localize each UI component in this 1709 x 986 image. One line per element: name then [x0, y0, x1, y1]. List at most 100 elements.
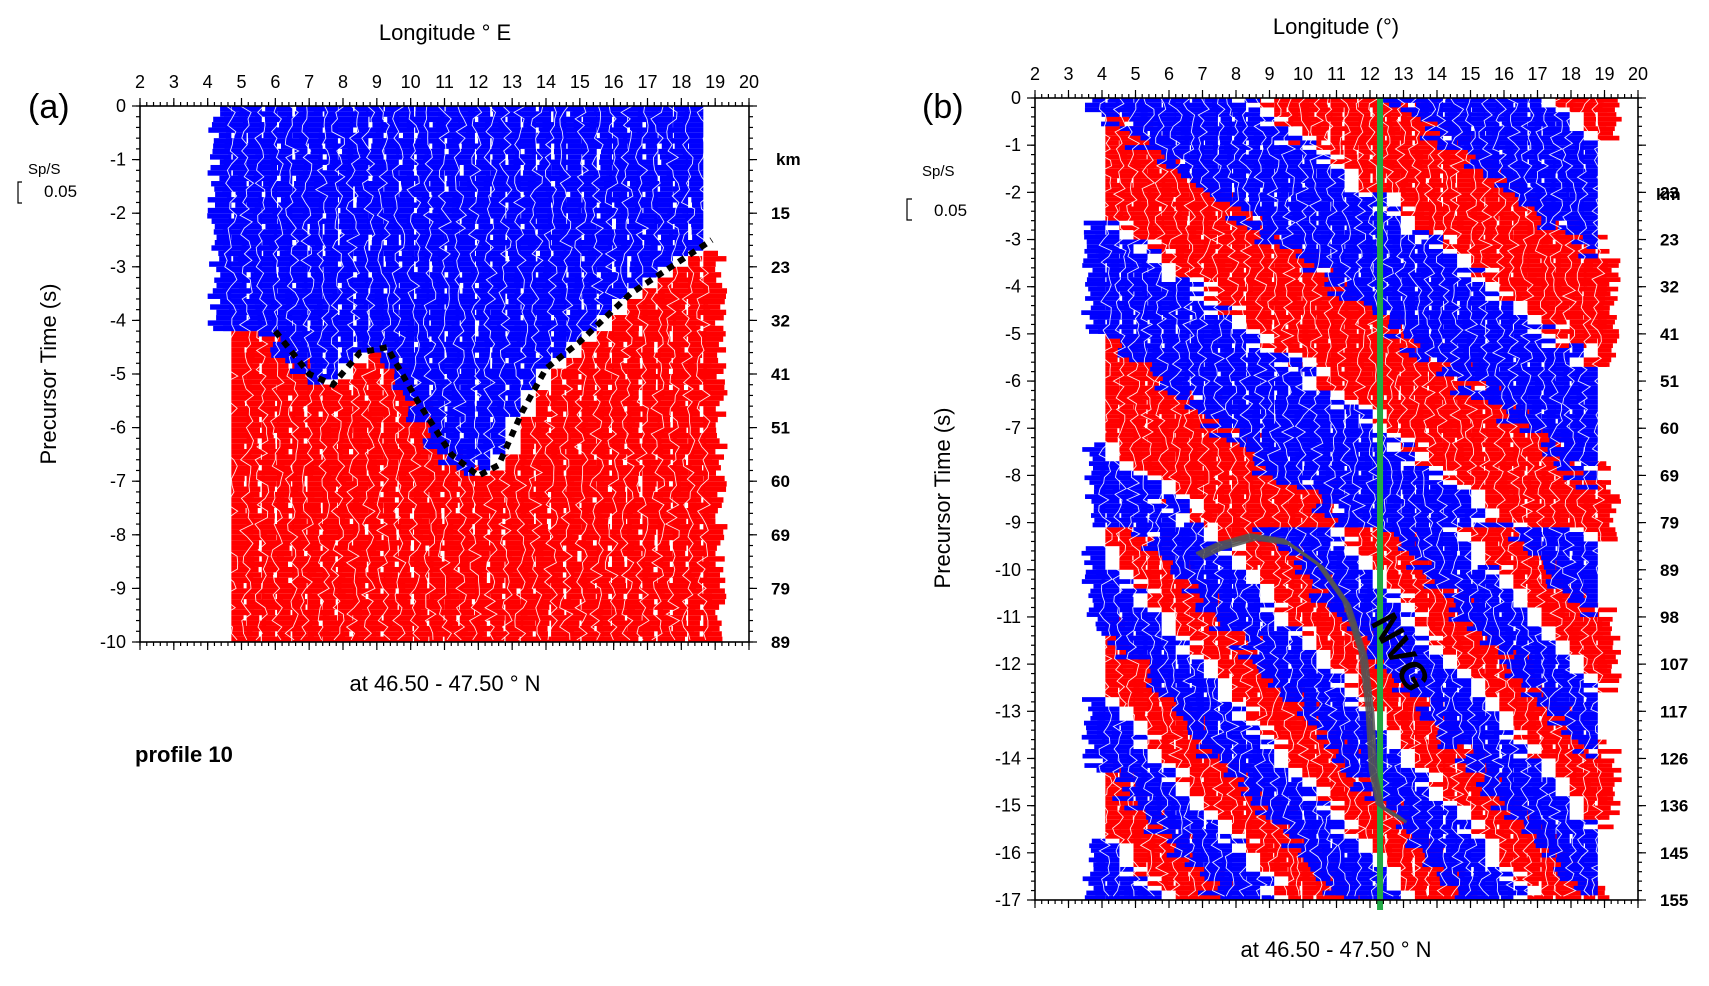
- y-tick-label: -3: [110, 257, 126, 277]
- x-tick-label: 11: [1327, 64, 1346, 84]
- x-tick-label: 4: [1097, 64, 1107, 84]
- panel-a-label: (a): [28, 88, 70, 126]
- y-tick-label: -6: [1005, 371, 1021, 391]
- y-tick-label: -11: [996, 607, 1021, 627]
- x-tick-label: 13: [1393, 64, 1413, 84]
- x-tick-label: 20: [739, 72, 759, 92]
- depth-tick-label: 79: [1660, 514, 1679, 533]
- x-tick-label: 9: [1264, 64, 1274, 84]
- y-tick-label: -1: [1005, 135, 1021, 155]
- x-tick-label: 8: [1231, 64, 1241, 84]
- y-tick-label: -4: [1005, 277, 1021, 297]
- panel-a-bottom-caption: at 46.50 - 47.50 ° N: [349, 671, 540, 696]
- panel-a-scale-value: 0.05: [44, 182, 77, 201]
- y-tick-label: -17: [995, 890, 1021, 910]
- panel-b-scale-bracket: [907, 199, 912, 220]
- y-tick-label: -8: [1005, 465, 1021, 485]
- y-tick-label: -13: [995, 701, 1021, 721]
- depth-tick-label: 69: [771, 526, 790, 545]
- x-tick-label: 18: [1561, 64, 1581, 84]
- panel-a-scale-bracket: [18, 182, 22, 203]
- panel-b-top-axis-title: Longitude (°): [1273, 14, 1399, 39]
- y-tick-label: -7: [1005, 418, 1021, 438]
- x-tick-label: 18: [671, 72, 691, 92]
- y-tick-label: -3: [1005, 230, 1021, 250]
- y-tick-label: -1: [110, 150, 126, 170]
- panel-b-plot: [1081, 98, 1621, 910]
- y-tick-label: -9: [110, 578, 126, 598]
- x-tick-label: 7: [304, 72, 314, 92]
- x-tick-label: 6: [270, 72, 280, 92]
- panel-b-right-unit: km: [1656, 185, 1681, 204]
- y-tick-label: -5: [110, 364, 126, 384]
- y-tick-label: -9: [1005, 513, 1021, 533]
- panel-a-right-unit: km: [776, 150, 801, 169]
- x-tick-label: 20: [1628, 64, 1648, 84]
- x-tick-label: 13: [502, 72, 522, 92]
- panel-a-y-axis-title: Precursor Time (s): [36, 284, 61, 465]
- y-tick-label: -14: [995, 748, 1021, 768]
- y-tick-label: 0: [1011, 88, 1021, 108]
- depth-tick-label: 89: [771, 633, 790, 652]
- depth-tick-label: 15: [771, 204, 790, 223]
- x-tick-label: 3: [1063, 64, 1073, 84]
- depth-tick-label: 145: [1660, 844, 1688, 863]
- panel-b-scale-value: 0.05: [934, 201, 967, 220]
- x-tick-label: 8: [338, 72, 348, 92]
- x-tick-label: 14: [536, 72, 556, 92]
- depth-tick-label: 155: [1660, 891, 1688, 910]
- x-tick-label: 2: [1030, 64, 1040, 84]
- y-tick-label: -4: [110, 310, 126, 330]
- x-tick-label: 16: [1494, 64, 1514, 84]
- wiggle-area: [207, 106, 727, 647]
- y-tick-label: -10: [100, 632, 126, 652]
- x-tick-label: 19: [1594, 64, 1614, 84]
- depth-tick-label: 69: [1660, 466, 1679, 485]
- x-tick-label: 9: [372, 72, 382, 92]
- x-tick-label: 6: [1164, 64, 1174, 84]
- depth-tick-label: 136: [1660, 797, 1688, 816]
- x-tick-label: 7: [1197, 64, 1207, 84]
- depth-tick-label: 32: [1660, 278, 1679, 297]
- panel-a-plot: [207, 106, 727, 647]
- wiggle-area: [1081, 98, 1621, 905]
- depth-tick-label: 32: [771, 311, 790, 330]
- panel-b-scale-title: Sp/S: [922, 163, 955, 180]
- panel-a-profile-label: profile 10: [135, 742, 233, 767]
- x-tick-label: 5: [1130, 64, 1140, 84]
- y-tick-label: -5: [1005, 324, 1021, 344]
- panel-b-bottom-caption: at 46.50 - 47.50 ° N: [1240, 937, 1431, 962]
- x-tick-label: 4: [203, 72, 213, 92]
- depth-tick-label: 89: [1660, 561, 1679, 580]
- depth-tick-label: 107: [1660, 655, 1688, 674]
- x-tick-label: 3: [169, 72, 179, 92]
- panel-a-scale-title: Sp/S: [28, 161, 61, 178]
- y-tick-label: -12: [995, 654, 1021, 674]
- x-tick-label: 17: [1527, 64, 1547, 84]
- y-tick-label: -7: [110, 471, 126, 491]
- depth-tick-label: 79: [771, 579, 790, 598]
- x-tick-label: 15: [570, 72, 590, 92]
- y-tick-label: -16: [995, 843, 1021, 863]
- depth-tick-label: 23: [771, 258, 790, 277]
- panel-b-label: (b): [922, 88, 964, 126]
- y-tick-label: -2: [110, 203, 126, 223]
- x-tick-label: 19: [705, 72, 725, 92]
- depth-tick-label: 126: [1660, 749, 1688, 768]
- x-tick-label: 12: [1360, 64, 1380, 84]
- x-tick-label: 17: [637, 72, 657, 92]
- x-tick-label: 10: [1293, 64, 1313, 84]
- y-tick-label: -15: [995, 796, 1021, 816]
- depth-tick-label: 60: [1660, 419, 1679, 438]
- x-tick-label: 2: [135, 72, 145, 92]
- y-tick-label: -6: [110, 418, 126, 438]
- x-tick-label: 5: [236, 72, 246, 92]
- y-tick-label: -2: [1005, 182, 1021, 202]
- depth-tick-label: 51: [1660, 372, 1679, 391]
- panel-b-y-axis-title: Precursor Time (s): [930, 408, 955, 589]
- y-tick-label: -8: [110, 525, 126, 545]
